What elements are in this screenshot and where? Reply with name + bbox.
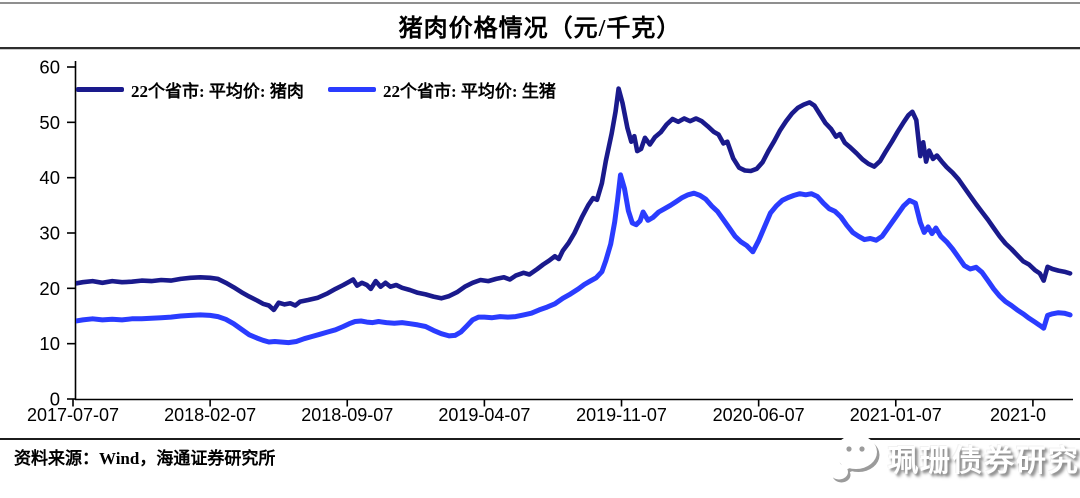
x-tick-label: 2021-01-07 [850,405,942,425]
watermark-text: 珮珊债券研究 [888,445,1080,478]
legend-swatch-hog [328,87,376,92]
y-tick-label: 30 [39,223,60,244]
series-pork-price-line [76,86,1073,313]
y-tick-label: 20 [39,278,60,299]
data-source-text: 资料来源：Wind，海通证券研究所 [14,449,276,468]
x-tick-label: 2019-04-07 [438,405,530,425]
watermark: 珮珊债券研究 [826,430,1080,486]
top-divider [0,2,1080,4]
y-tick-label: 10 [39,333,60,354]
chart-title: 猪肉价格情况（元/千克） [398,16,682,42]
title-divider [0,47,1080,49]
y-tick-label: 50 [39,112,60,133]
legend-item-hog: 22个省市: 平均价: 生猪 [328,77,556,102]
footer-divider [0,438,1080,440]
x-tick-label: 2017-07-07 [27,405,119,425]
legend-label-pork: 22个省市: 平均价: 猪肉 [131,82,304,101]
x-tick-label: 2018-09-07 [301,405,393,425]
y-tick-label: 0 [50,389,60,410]
x-tick-label: 2021-0 [990,405,1046,425]
y-tick-label: 40 [39,167,60,188]
x-tick-label: 2019-11-07 [576,405,667,425]
x-tick-label: 2020-06-07 [713,405,805,425]
legend-swatch-pork [76,87,124,92]
wechat-icon [830,435,880,483]
series-live-hog-price-line [76,172,1073,346]
x-tick-label: 2018-02-07 [164,405,256,425]
y-tick-label: 60 [39,57,60,78]
legend-label-hog: 22个省市: 平均价: 生猪 [383,82,556,101]
legend-item-pork: 22个省市: 平均价: 猪肉 [76,77,304,102]
